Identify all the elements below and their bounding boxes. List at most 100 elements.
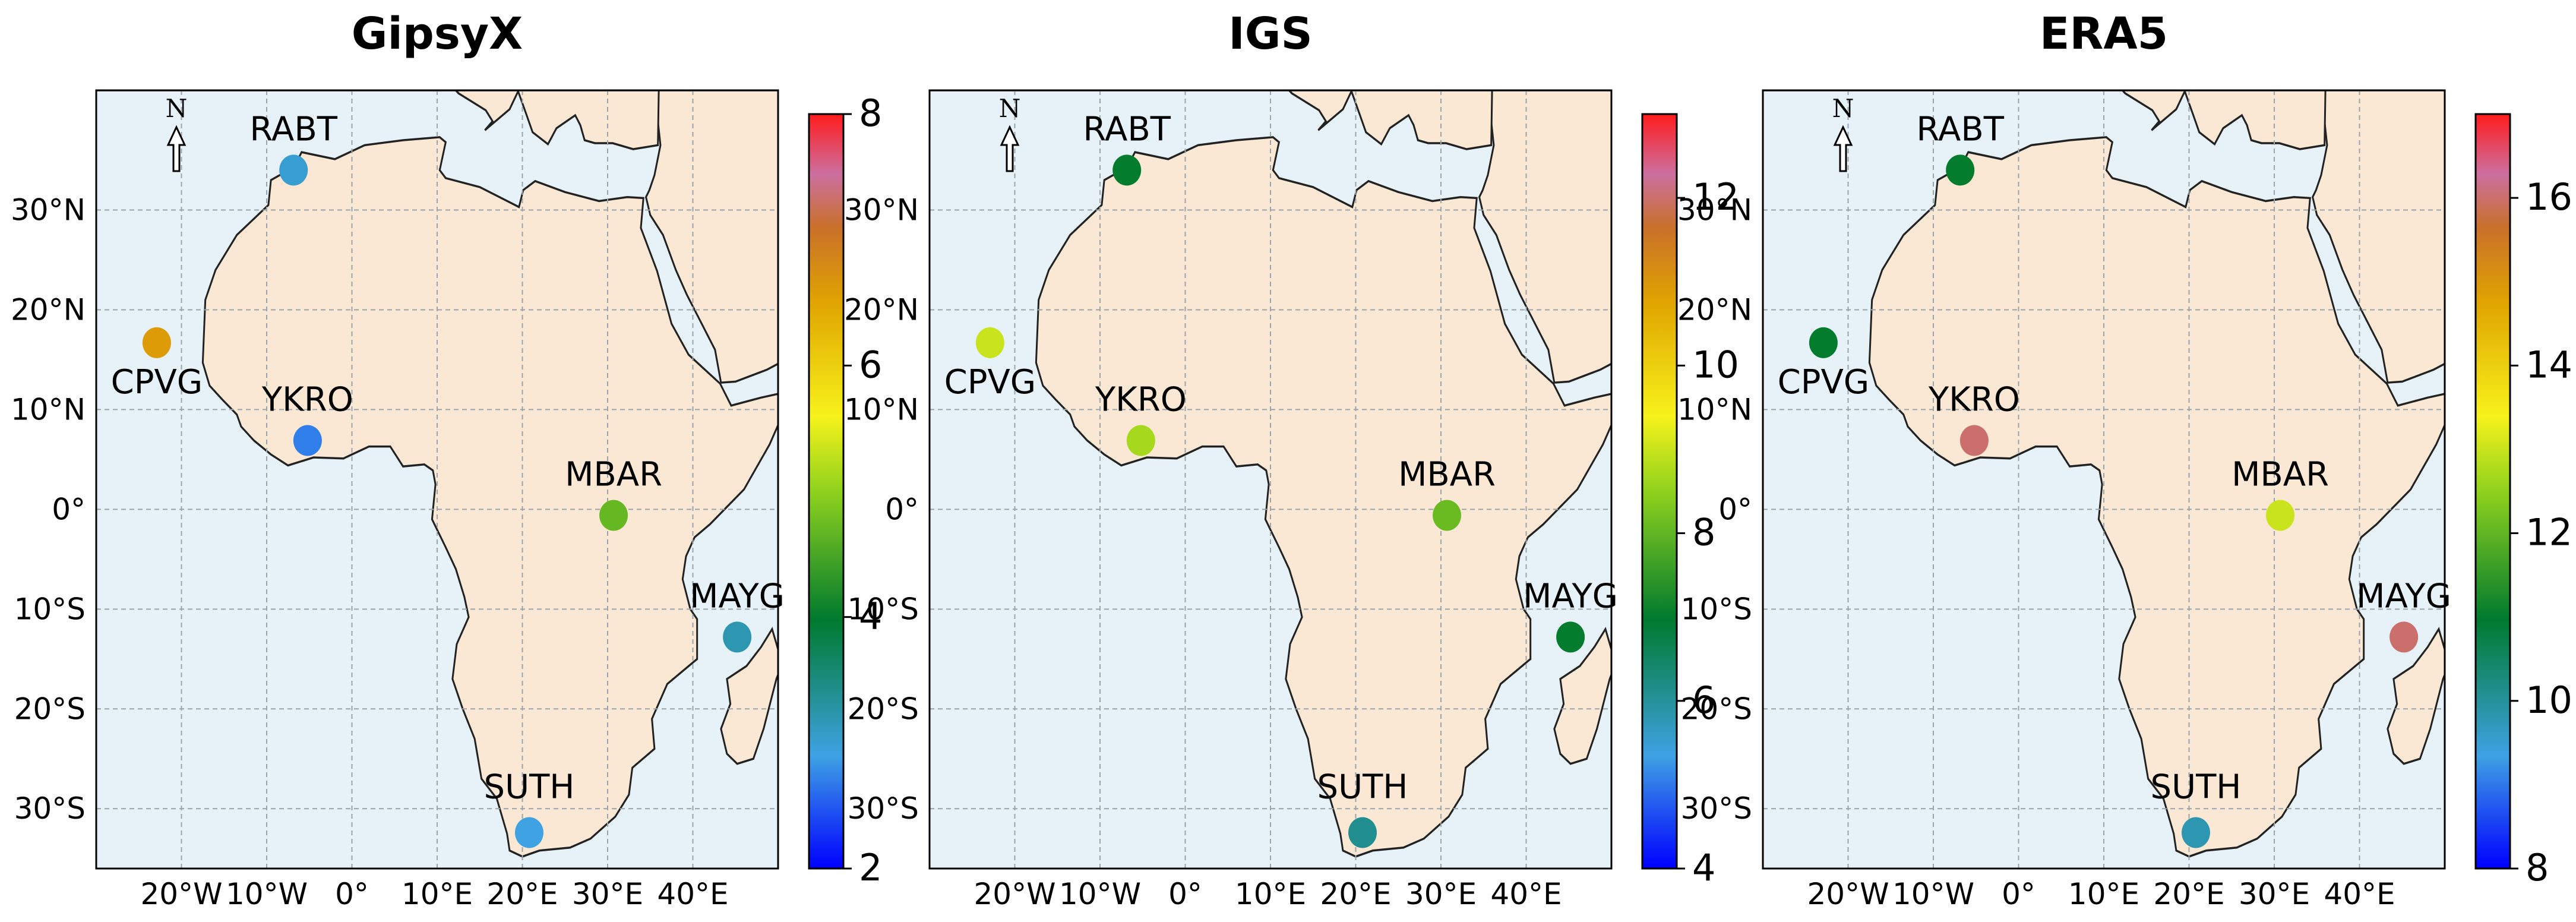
panel-title: ERA5 bbox=[2040, 8, 2168, 59]
lon-tick-label: 30°E bbox=[1405, 877, 1477, 911]
map-frame bbox=[95, 89, 779, 870]
lon-tick-label: 40°E bbox=[1490, 877, 1562, 911]
lat-tick-label: 10°N bbox=[11, 392, 86, 427]
lat-tick-label: 20°S bbox=[848, 692, 919, 726]
station-label: SUTH bbox=[1317, 768, 1408, 807]
lat-tick-label: 30°N bbox=[1677, 193, 1752, 228]
lon-tick-label: 30°E bbox=[2239, 877, 2310, 911]
station-cpvg[interactable]: CPVG bbox=[1778, 327, 1870, 402]
colorbar-tick-label: 2 bbox=[859, 846, 882, 889]
lat-tick-label: 10°S bbox=[1681, 592, 1752, 626]
station-rabt[interactable]: RABT bbox=[1916, 110, 2005, 186]
station-marker[interactable] bbox=[723, 621, 752, 653]
station-marker[interactable] bbox=[2389, 621, 2419, 653]
colorbar-tick-label: 14 bbox=[2526, 343, 2572, 386]
station-rabt[interactable]: RABT bbox=[249, 110, 338, 186]
colorbar-gradient bbox=[2474, 113, 2511, 870]
station-label: YKRO bbox=[261, 381, 353, 419]
station-marker[interactable] bbox=[1348, 817, 1377, 848]
north-arrow-label: N bbox=[999, 94, 1021, 123]
station-marker[interactable] bbox=[279, 154, 308, 186]
station-marker[interactable] bbox=[1433, 500, 1462, 531]
lon-tick-label: 40°E bbox=[657, 877, 728, 911]
station-mbar[interactable]: MBAR bbox=[565, 455, 662, 531]
station-label: CPVG bbox=[944, 363, 1036, 402]
lon-tick-label: 20°E bbox=[2153, 877, 2224, 911]
station-label: CPVG bbox=[111, 363, 203, 402]
lon-tick-label: 20°W bbox=[973, 877, 1055, 911]
colorbar-tick-label: 12 bbox=[2526, 511, 2572, 554]
colorbar-tick-label: 6 bbox=[859, 343, 882, 386]
station-mayg[interactable]: MAYG bbox=[690, 577, 785, 653]
station-suth[interactable]: SUTH bbox=[484, 768, 575, 848]
map-frame bbox=[928, 89, 1613, 870]
station-label: CPVG bbox=[1778, 363, 1870, 402]
lon-tick-label: 0° bbox=[2002, 877, 2035, 911]
station-marker[interactable] bbox=[599, 500, 628, 531]
colorbar-tick-label: 4 bbox=[1692, 846, 1715, 889]
map-panel-igs: IGS N 30°N 20°N 10°N 0° 10°S 20°S 30°S 20°W 10°W 0°… bbox=[844, 8, 1739, 911]
station-label: SUTH bbox=[484, 768, 575, 807]
station-suth[interactable]: SUTH bbox=[1317, 768, 1408, 848]
station-marker[interactable] bbox=[1556, 621, 1585, 653]
lat-tick-label: 10°S bbox=[848, 592, 919, 626]
colorbar-tick-label: 10 bbox=[1692, 343, 1739, 386]
station-label: SUTH bbox=[2151, 768, 2242, 807]
lat-tick-label: 20°N bbox=[11, 292, 86, 327]
colorbar: 2 4 6 8 bbox=[808, 91, 882, 889]
lat-tick-label: 0° bbox=[52, 492, 86, 526]
station-mbar[interactable]: MBAR bbox=[2232, 455, 2329, 531]
station-marker[interactable] bbox=[142, 327, 171, 358]
station-label: RABT bbox=[1916, 110, 2004, 149]
lon-tick-label: 10°E bbox=[402, 877, 473, 911]
station-marker[interactable] bbox=[1946, 154, 1975, 186]
panel-title: GipsyX bbox=[352, 8, 523, 59]
lon-tick-label: 20°E bbox=[1320, 877, 1391, 911]
station-ykro[interactable]: YKRO bbox=[1928, 381, 2020, 456]
lon-tick-label: 20°E bbox=[486, 877, 558, 911]
station-marker[interactable] bbox=[1959, 425, 1989, 456]
colorbar-tick-label: 8 bbox=[2526, 846, 2549, 889]
station-label: MBAR bbox=[565, 455, 662, 494]
station-cpvg[interactable]: CPVG bbox=[111, 327, 203, 402]
north-arrow-icon: N bbox=[999, 94, 1021, 172]
station-mayg[interactable]: MAYG bbox=[2356, 577, 2451, 653]
station-label: MAYG bbox=[1523, 577, 1618, 615]
lat-tick-label: 30°N bbox=[844, 193, 919, 228]
station-ykro[interactable]: YKRO bbox=[1095, 381, 1187, 456]
colorbar-tick-label: 10 bbox=[2526, 678, 2572, 722]
station-marker[interactable] bbox=[514, 817, 543, 848]
lon-tick-label: 10°E bbox=[1235, 877, 1306, 911]
lat-tick-label: 10°N bbox=[1677, 392, 1752, 427]
lat-tick-label: 30°S bbox=[848, 791, 919, 826]
lat-tick-label: 0° bbox=[885, 492, 919, 526]
station-marker[interactable] bbox=[1126, 425, 1155, 456]
lon-tick-label: 10°E bbox=[2068, 877, 2139, 911]
station-label: MAYG bbox=[690, 577, 785, 615]
lon-tick-label: 20°W bbox=[1807, 877, 1889, 911]
station-marker[interactable] bbox=[1112, 154, 1142, 186]
north-arrow-label: N bbox=[1832, 94, 1854, 123]
colorbar-tick-label: 12 bbox=[1692, 175, 1739, 219]
station-suth[interactable]: SUTH bbox=[2151, 768, 2242, 848]
station-rabt[interactable]: RABT bbox=[1083, 110, 1171, 186]
station-marker[interactable] bbox=[293, 425, 322, 456]
station-marker[interactable] bbox=[2266, 500, 2295, 531]
colorbar: 8 10 12 14 16 bbox=[2474, 113, 2572, 889]
station-ykro[interactable]: YKRO bbox=[261, 381, 353, 456]
station-marker[interactable] bbox=[2181, 817, 2210, 848]
lat-tick-label: 20°S bbox=[14, 692, 86, 726]
colorbar-tick-label: 8 bbox=[859, 91, 882, 135]
station-mbar[interactable]: MBAR bbox=[1398, 455, 1496, 531]
lon-tick-label: 30°E bbox=[572, 877, 643, 911]
station-marker[interactable] bbox=[975, 327, 1004, 358]
station-mayg[interactable]: MAYG bbox=[1523, 577, 1618, 653]
panel-title: IGS bbox=[1228, 8, 1313, 59]
station-cpvg[interactable]: CPVG bbox=[944, 327, 1036, 402]
station-marker[interactable] bbox=[1809, 327, 1838, 358]
lat-tick-label: 10°N bbox=[844, 392, 919, 427]
station-label: RABT bbox=[1083, 110, 1171, 149]
map-frame bbox=[1762, 89, 2446, 870]
